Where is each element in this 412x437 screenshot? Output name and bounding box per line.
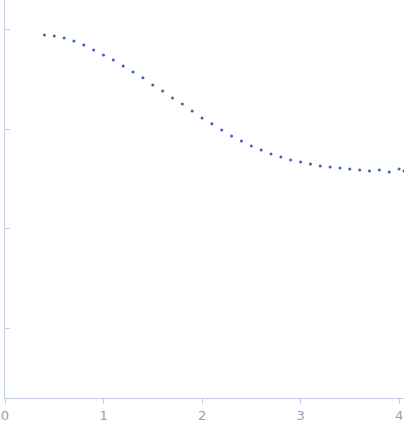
svg-text:0: 0 [1, 408, 9, 423]
svg-text:2: 2 [198, 408, 206, 423]
svg-text:4: 4 [395, 408, 403, 423]
svg-text:3: 3 [296, 408, 304, 423]
svg-text:1: 1 [99, 408, 107, 423]
